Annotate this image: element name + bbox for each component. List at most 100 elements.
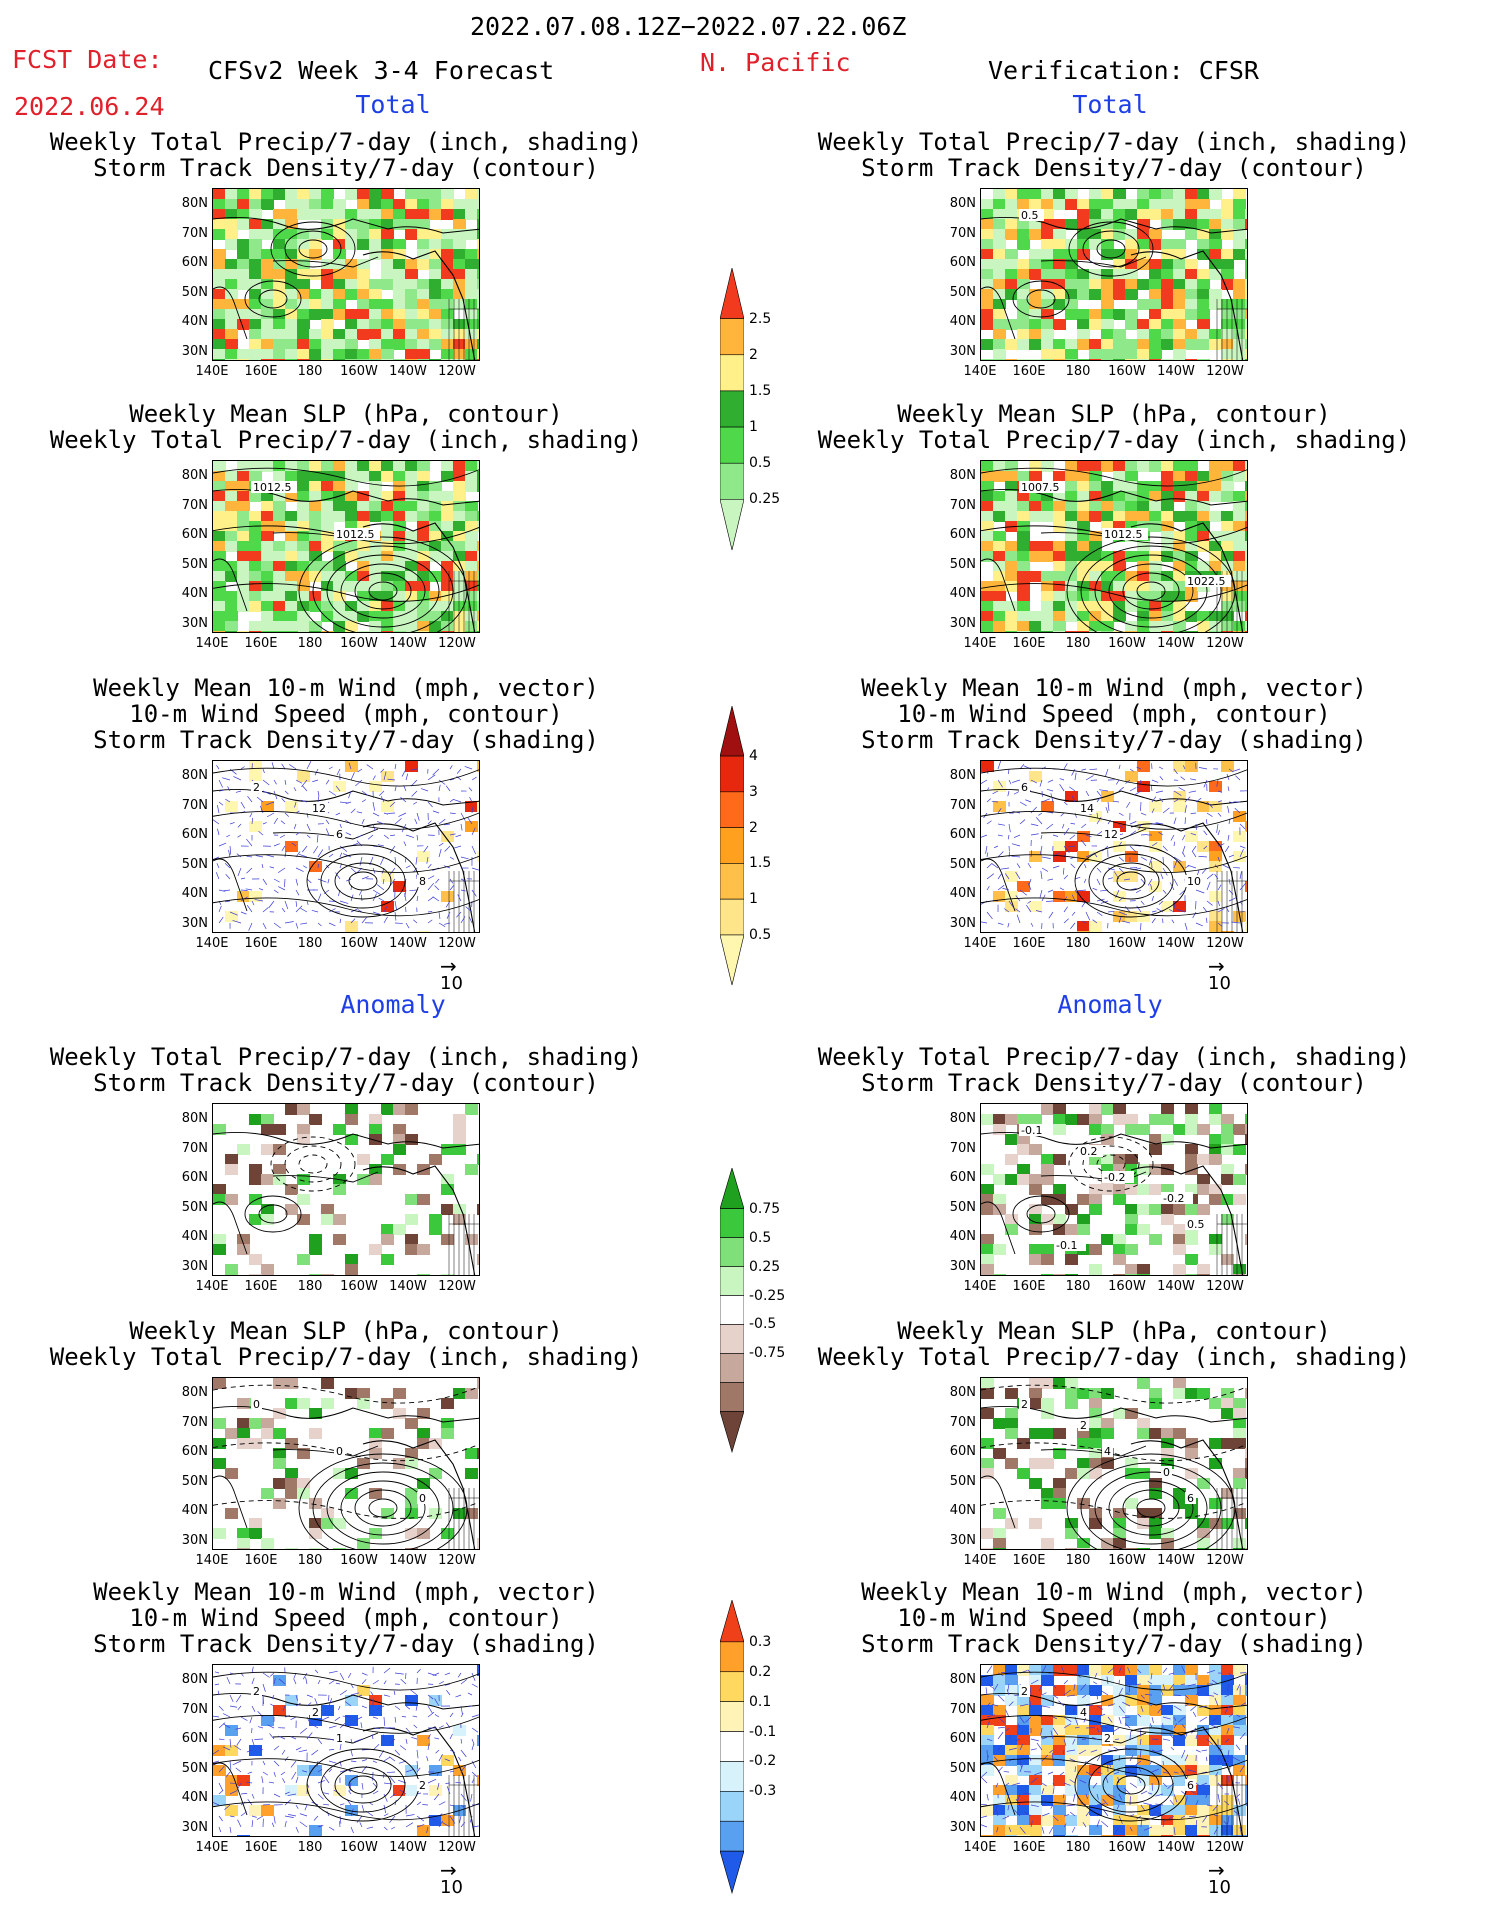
reference-value: 10 bbox=[1208, 973, 1231, 994]
reference-value: 10 bbox=[1208, 1877, 1231, 1898]
colorbar-segment bbox=[720, 898, 744, 936]
map-panel-fcst-r6: 2 1 2 2 bbox=[212, 1664, 480, 1837]
panel-title-fcst-r2-2: Weekly Total Precip/7-day (inch, shading… bbox=[49, 426, 643, 454]
lat-label: 70N bbox=[181, 797, 208, 813]
contour-label: 0.5 bbox=[1187, 1218, 1205, 1231]
colorbar-label: 0.25 bbox=[749, 491, 781, 508]
lon-label: 140W bbox=[389, 936, 427, 951]
lon-label: 140W bbox=[1157, 1840, 1195, 1855]
panel-title-verif-r3-3: Storm Track Density/7-day (shading) bbox=[861, 726, 1367, 754]
colorbar-label: 1.5 bbox=[749, 382, 772, 399]
lat-label: 40N bbox=[949, 886, 976, 901]
colorbar-segment bbox=[720, 1266, 744, 1296]
colorbar-label: 1.5 bbox=[749, 855, 772, 872]
lon-label: 160W bbox=[1108, 1279, 1146, 1294]
lon-label: 120W bbox=[1206, 1553, 1244, 1568]
lon-label: 140W bbox=[1157, 1279, 1195, 1294]
lon-label: 160E bbox=[1012, 364, 1046, 379]
panel-title-fcst-r5-1: Weekly Mean SLP (hPa, contour) bbox=[129, 1317, 563, 1345]
lat-label: 70N bbox=[949, 1414, 976, 1430]
lat-label: 50N bbox=[181, 1760, 208, 1776]
contour-label: 2 bbox=[253, 781, 260, 794]
colorbar-segment bbox=[720, 1208, 744, 1238]
contour-label: 4 bbox=[1104, 1445, 1111, 1458]
lat-label: 60N bbox=[181, 527, 208, 542]
lon-label: 140W bbox=[1157, 936, 1195, 951]
contour-label: -0.2 bbox=[1163, 1192, 1184, 1205]
lat-label: 70N bbox=[181, 1140, 208, 1156]
lat-label: 50N bbox=[181, 1473, 208, 1489]
colorbar-label: -0.1 bbox=[749, 1723, 777, 1740]
lat-label: 80N bbox=[181, 768, 208, 783]
map-panel-fcst-r1 bbox=[212, 188, 480, 361]
contour-label: 12 bbox=[1104, 828, 1118, 841]
contour-label: 6 bbox=[1021, 781, 1028, 794]
lon-label: 140E bbox=[195, 636, 229, 651]
lat-label: 40N bbox=[949, 1790, 976, 1805]
lat-label: 60N bbox=[949, 1170, 976, 1185]
lon-label: 140E bbox=[963, 1840, 997, 1855]
colorbar-segment bbox=[720, 268, 744, 319]
lon-label: 140E bbox=[963, 1279, 997, 1294]
lat-label: 40N bbox=[181, 1503, 208, 1518]
lon-label: 140W bbox=[1157, 1553, 1195, 1568]
colorbar-label: 0.1 bbox=[749, 1693, 772, 1710]
contour-label: 10 bbox=[1187, 875, 1201, 888]
lat-label: 40N bbox=[949, 1229, 976, 1244]
lat-label: 70N bbox=[949, 497, 976, 513]
section-label-anomaly: Anomaly bbox=[340, 990, 446, 1019]
reference-arrow: → bbox=[440, 1858, 457, 1882]
colorbar-label: -0.75 bbox=[749, 1345, 786, 1362]
colorbar-label: -0.2 bbox=[749, 1753, 777, 1770]
colorbar-segment bbox=[720, 863, 744, 900]
lat-label: 30N bbox=[949, 1258, 976, 1274]
contour-label: 1022.5 bbox=[1187, 575, 1226, 588]
lon-label: 120W bbox=[438, 364, 476, 379]
lat-label: 30N bbox=[949, 615, 976, 631]
panel-title-verif-r6-1: Weekly Mean 10-m Wind (mph, vector) bbox=[861, 1578, 1367, 1606]
lon-label: 160E bbox=[1012, 936, 1046, 951]
panel-title-verif-r6-2: 10-m Wind Speed (mph, contour) bbox=[897, 1604, 1331, 1632]
panel-title-fcst-r4-1: Weekly Total Precip/7-day (inch, shading… bbox=[49, 1043, 643, 1071]
colorbar-label: 0.25 bbox=[749, 1258, 781, 1275]
lat-label: 60N bbox=[949, 255, 976, 270]
lon-label: 140E bbox=[195, 1840, 229, 1855]
colorbar-segment bbox=[720, 1701, 744, 1732]
colorbar-segment bbox=[720, 1731, 744, 1762]
panel-title-fcst-r3-2: 10-m Wind Speed (mph, contour) bbox=[129, 700, 563, 728]
colorbar-segment bbox=[720, 1411, 744, 1453]
lat-label: 80N bbox=[949, 1111, 976, 1126]
lon-label: 120W bbox=[1206, 1840, 1244, 1855]
contour-label: 0 bbox=[419, 1492, 426, 1505]
lon-label: 160W bbox=[340, 364, 378, 379]
contour-label: 6 bbox=[336, 828, 343, 841]
colorbar-segment bbox=[720, 706, 744, 757]
lat-label: 40N bbox=[181, 1229, 208, 1244]
contour-label: 0 bbox=[1163, 1466, 1170, 1479]
colorbar-segment bbox=[720, 318, 744, 356]
lat-label: 60N bbox=[949, 527, 976, 542]
colorbar-segment bbox=[720, 1295, 744, 1325]
lon-label: 140E bbox=[195, 936, 229, 951]
lon-label: 160E bbox=[1012, 1553, 1046, 1568]
contour-label: 0 bbox=[336, 1445, 343, 1458]
lat-label: 50N bbox=[181, 556, 208, 572]
panel-title-fcst-r6-2: 10-m Wind Speed (mph, contour) bbox=[129, 1604, 563, 1632]
lat-label: 70N bbox=[181, 497, 208, 513]
lat-label: 50N bbox=[949, 1473, 976, 1489]
lon-label: 160E bbox=[1012, 1279, 1046, 1294]
lon-label: 180 bbox=[297, 364, 323, 379]
lon-label: 180 bbox=[1065, 364, 1091, 379]
lat-label: 60N bbox=[949, 827, 976, 842]
reference-vector: → 10 bbox=[440, 956, 463, 994]
colorbar-track-anomaly bbox=[720, 1600, 744, 1894]
colorbar-segment bbox=[720, 426, 744, 464]
contour-label: 2 bbox=[1021, 1398, 1028, 1411]
lat-label: 30N bbox=[181, 1258, 208, 1274]
reference-value: 10 bbox=[440, 973, 463, 994]
lon-label: 140W bbox=[1157, 364, 1195, 379]
lon-label: 160W bbox=[1108, 1553, 1146, 1568]
lon-label: 180 bbox=[297, 936, 323, 951]
lat-label: 40N bbox=[949, 1503, 976, 1518]
lon-label: 120W bbox=[1206, 1279, 1244, 1294]
